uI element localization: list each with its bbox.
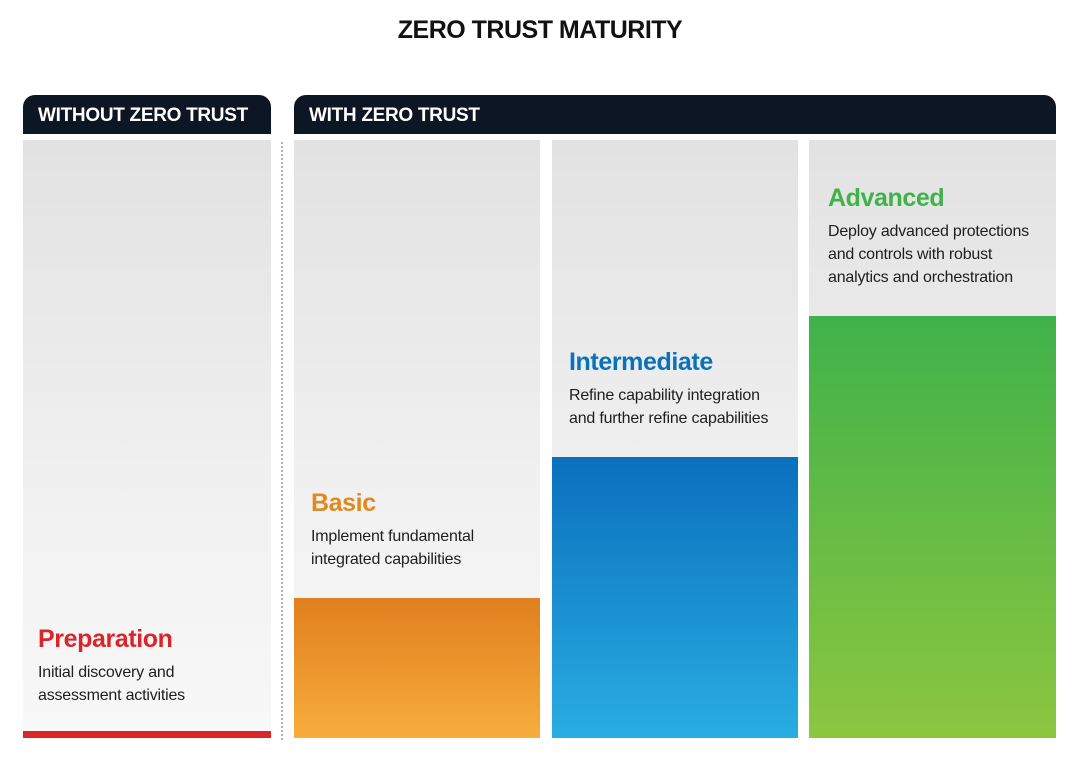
description-line: and controls with robust (828, 246, 993, 263)
stage-description-preparation: Initial discovery and assessment activit… (38, 661, 185, 707)
stage-title-preparation: Preparation (38, 625, 173, 653)
stage-title-advanced: Advanced (828, 184, 945, 212)
stage-bar-preparation (23, 731, 271, 738)
header-without-zero-trust: WITHOUT ZERO TRUST (23, 95, 271, 134)
stage-bar-intermediate (552, 457, 798, 738)
description-line: and further refine capabilities (569, 410, 769, 427)
stage-description-basic: Implement fundamental integrated capabil… (311, 525, 474, 571)
section-divider (281, 142, 283, 740)
description-line: Deploy advanced protections (828, 223, 1029, 240)
stage-bar-basic (294, 598, 540, 738)
stage-description-intermediate: Refine capability integration and furthe… (569, 384, 768, 430)
stage-panel-intermediate: Intermediate Refine capability integrati… (552, 140, 798, 738)
stage-title-basic: Basic (311, 489, 376, 517)
stage-bar-advanced (809, 316, 1056, 738)
description-line: Implement fundamental (311, 528, 475, 545)
description-line: assessment activities (38, 687, 185, 704)
stage-panel-advanced: Advanced Deploy advanced protections and… (809, 140, 1056, 738)
description-line: integrated capabilities (311, 551, 462, 568)
description-line: Initial discovery and (38, 664, 175, 681)
stage-title-intermediate: Intermediate (569, 348, 713, 376)
stage-description-advanced: Deploy advanced protections and controls… (828, 220, 1029, 289)
header-with-zero-trust: WITH ZERO TRUST (294, 95, 1056, 134)
diagram-title: ZERO TRUST MATURITY (397, 16, 683, 44)
description-line: analytics and orchestration (828, 269, 1013, 286)
description-line: Refine capability integration (569, 387, 760, 404)
stage-panel-basic: Basic Implement fundamental integrated c… (294, 140, 540, 738)
stage-panel-preparation: Preparation Initial discovery and assess… (23, 140, 271, 738)
